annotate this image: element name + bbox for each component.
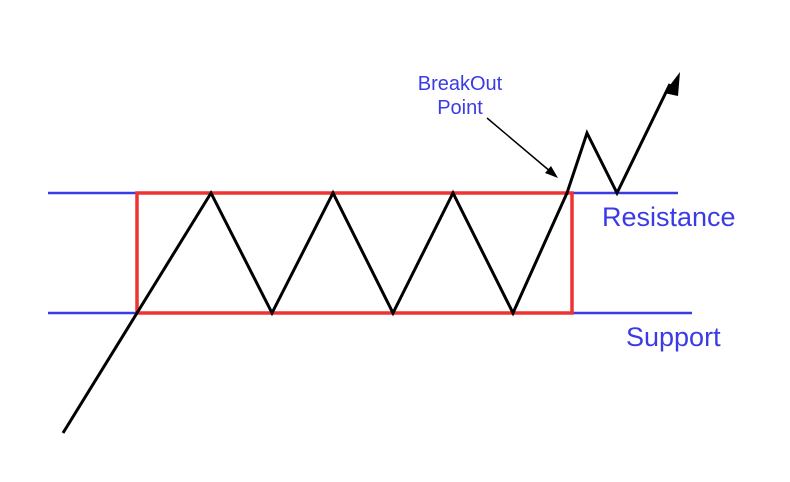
- breakout-label-line2: Point: [437, 97, 483, 119]
- range-box: [135, 191, 574, 315]
- support-label: Support: [626, 322, 721, 352]
- resistance-label: Resistance: [602, 202, 736, 232]
- breakout-label-line1: BreakOut: [418, 73, 503, 95]
- breakout-pointer-line: [486, 117, 552, 173]
- price-path: [61, 83, 672, 434]
- breakout-pointer-head: [545, 166, 558, 178]
- trend-arrow-head: [664, 72, 680, 96]
